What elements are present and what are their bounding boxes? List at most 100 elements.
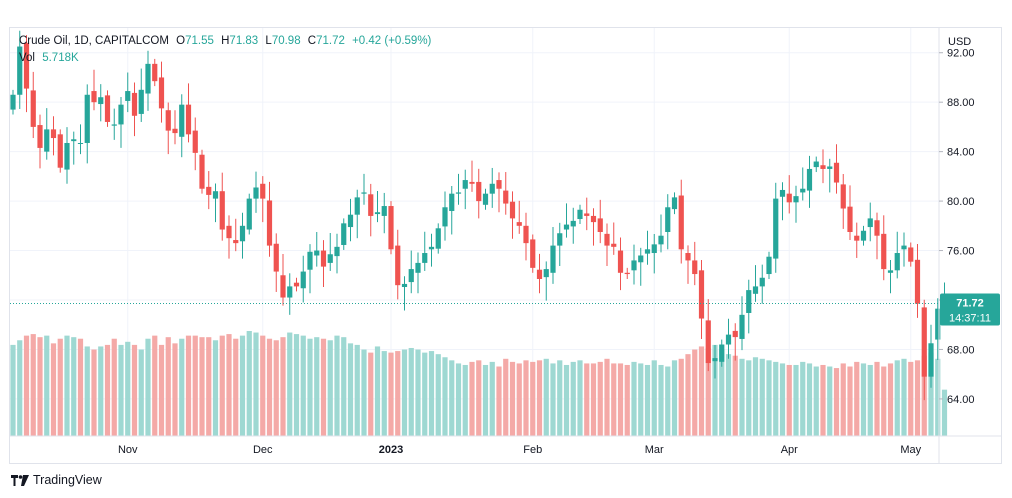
- candle[interactable]: [867, 218, 873, 228]
- candle[interactable]: [779, 189, 786, 197]
- candle[interactable]: [23, 42, 30, 89]
- candle[interactable]: [671, 197, 678, 210]
- candle[interactable]: [84, 94, 90, 143]
- candle[interactable]: [698, 270, 705, 319]
- candle[interactable]: [489, 183, 495, 194]
- candle[interactable]: [233, 240, 239, 244]
- candle[interactable]: [476, 181, 482, 202]
- candle[interactable]: [806, 168, 813, 191]
- candle[interactable]: [860, 230, 867, 241]
- candle[interactable]: [624, 272, 630, 275]
- candle[interactable]: [530, 239, 536, 268]
- candle[interactable]: [152, 63, 158, 82]
- candle[interactable]: [590, 215, 597, 223]
- candle[interactable]: [914, 259, 921, 304]
- candle[interactable]: [111, 124, 117, 126]
- candle[interactable]: [131, 92, 138, 116]
- candle[interactable]: [280, 275, 286, 298]
- candle[interactable]: [631, 260, 637, 271]
- candle[interactable]: [199, 154, 205, 189]
- candle[interactable]: [482, 193, 489, 205]
- candle[interactable]: [118, 104, 124, 125]
- candle[interactable]: [212, 191, 219, 199]
- candle[interactable]: [813, 161, 819, 168]
- candle[interactable]: [496, 180, 502, 189]
- candle[interactable]: [604, 233, 610, 246]
- candle[interactable]: [793, 196, 799, 203]
- candle[interactable]: [165, 110, 171, 131]
- candle[interactable]: [401, 283, 408, 288]
- candle[interactable]: [50, 129, 57, 139]
- candle[interactable]: [354, 197, 360, 215]
- candle[interactable]: [266, 200, 273, 246]
- candle[interactable]: [462, 180, 468, 189]
- candle[interactable]: [10, 94, 16, 110]
- candle[interactable]: [901, 245, 907, 250]
- candle[interactable]: [172, 128, 178, 134]
- candle[interactable]: [388, 206, 394, 250]
- candle[interactable]: [145, 63, 151, 94]
- candle[interactable]: [442, 207, 448, 227]
- candle[interactable]: [395, 245, 401, 286]
- candle[interactable]: [253, 187, 259, 199]
- candle[interactable]: [273, 243, 279, 272]
- candle[interactable]: [509, 201, 516, 219]
- candle[interactable]: [428, 246, 435, 250]
- candle[interactable]: [719, 344, 725, 362]
- candle[interactable]: [854, 235, 860, 241]
- candle[interactable]: [766, 256, 772, 275]
- candle[interactable]: [685, 253, 691, 261]
- candle[interactable]: [347, 214, 354, 228]
- candle[interactable]: [422, 253, 428, 263]
- candle[interactable]: [320, 250, 327, 267]
- candle[interactable]: [219, 191, 225, 230]
- candle[interactable]: [104, 95, 111, 122]
- candle[interactable]: [786, 193, 792, 203]
- candle[interactable]: [314, 250, 320, 256]
- candle[interactable]: [455, 192, 462, 194]
- candle[interactable]: [887, 270, 894, 273]
- candle[interactable]: [138, 89, 144, 114]
- candle[interactable]: [125, 91, 131, 101]
- candle[interactable]: [773, 198, 779, 259]
- candle[interactable]: [300, 271, 306, 289]
- candle[interactable]: [179, 104, 185, 137]
- candle[interactable]: [611, 243, 617, 247]
- candle[interactable]: [881, 233, 887, 270]
- candle[interactable]: [57, 134, 63, 168]
- candle[interactable]: [536, 269, 543, 279]
- candle[interactable]: [260, 183, 266, 199]
- candle[interactable]: [894, 253, 900, 271]
- candle[interactable]: [678, 195, 684, 250]
- candle[interactable]: [30, 90, 36, 127]
- candle[interactable]: [543, 269, 549, 278]
- candle[interactable]: [705, 320, 711, 364]
- chart-panel[interactable]: USD92.0088.0084.0080.0076.0072.0068.0064…: [9, 27, 1002, 464]
- candle[interactable]: [185, 104, 192, 135]
- candle[interactable]: [759, 277, 765, 287]
- candle[interactable]: [563, 224, 570, 230]
- candle[interactable]: [239, 225, 246, 242]
- candle[interactable]: [449, 193, 455, 211]
- candle[interactable]: [732, 330, 738, 338]
- candle[interactable]: [820, 165, 826, 169]
- candle[interactable]: [617, 250, 624, 273]
- candle[interactable]: [71, 139, 77, 142]
- volume-label[interactable]: Vol: [19, 52, 35, 64]
- candle[interactable]: [921, 307, 927, 377]
- candle[interactable]: [840, 184, 846, 209]
- candle[interactable]: [827, 166, 833, 169]
- candle[interactable]: [638, 255, 644, 263]
- candle[interactable]: [226, 225, 232, 239]
- candle[interactable]: [293, 282, 300, 287]
- candle[interactable]: [158, 77, 165, 109]
- candle[interactable]: [374, 212, 381, 215]
- candle[interactable]: [17, 46, 23, 95]
- candle[interactable]: [368, 194, 374, 216]
- candle[interactable]: [341, 223, 347, 245]
- candle[interactable]: [712, 358, 718, 362]
- candle[interactable]: [435, 228, 441, 249]
- candle[interactable]: [361, 192, 367, 194]
- candle[interactable]: [833, 162, 840, 183]
- candle[interactable]: [644, 249, 651, 254]
